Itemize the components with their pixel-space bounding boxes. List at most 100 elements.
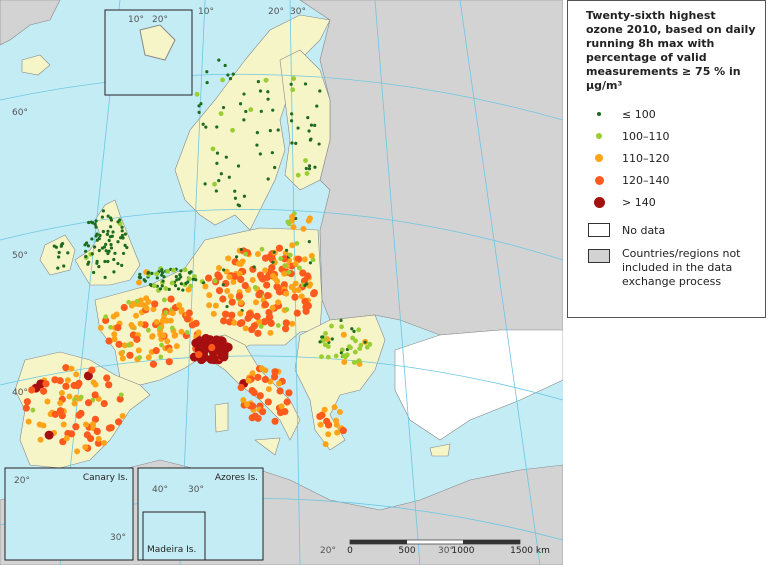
station-dot — [357, 346, 363, 352]
station-dot — [276, 128, 280, 132]
station-dot — [114, 323, 122, 332]
station-dot — [249, 277, 256, 284]
station-dot — [214, 189, 218, 193]
station-dot — [201, 122, 205, 126]
station-dot — [135, 279, 142, 286]
station-dot — [317, 142, 321, 146]
station-dot — [51, 410, 59, 418]
station-dot — [185, 286, 192, 293]
station-dot — [161, 279, 165, 283]
station-dot — [350, 327, 354, 331]
station-dot — [165, 269, 171, 274]
station-dot — [118, 218, 122, 222]
legend-label: ≤ 100 — [622, 107, 656, 121]
graticule-label: 30° — [438, 546, 454, 556]
station-dot — [313, 165, 317, 169]
station-dot — [107, 238, 111, 243]
station-dot — [240, 397, 247, 404]
station-dot — [367, 341, 373, 347]
station-dot — [205, 80, 209, 85]
station-dot — [266, 177, 270, 181]
station-dot — [87, 220, 91, 225]
station-dot — [237, 310, 244, 317]
station-dot — [288, 284, 295, 291]
station-dot — [292, 280, 299, 287]
graticule-labels: 10° 20° 10° 20° 30° 60° 50° 40° 20° 30° 40° 30° 20° 3… — [12, 7, 454, 556]
station-dot — [71, 400, 78, 407]
station-dot — [108, 225, 113, 229]
station-dot — [259, 275, 267, 283]
station-dot — [68, 365, 75, 372]
station-dot — [228, 77, 233, 81]
station-dot — [114, 418, 123, 426]
station-dot — [91, 391, 99, 399]
graticule-label: 20° — [14, 476, 30, 486]
station-dot — [101, 229, 105, 234]
station-dot — [355, 359, 361, 364]
station-dot — [253, 299, 260, 306]
station-dot — [109, 246, 114, 250]
station-dot — [194, 278, 198, 282]
stations — [22, 58, 373, 455]
station-dot — [186, 276, 192, 282]
station-dot — [100, 399, 108, 408]
station-dot — [128, 302, 135, 309]
station-dot — [282, 250, 289, 257]
station-dot — [275, 323, 281, 328]
station-dot — [125, 245, 129, 250]
station-dot — [120, 263, 124, 267]
station-dot — [215, 161, 219, 165]
station-dot — [184, 281, 188, 285]
station-dot — [149, 333, 156, 340]
graticule-label: 30° — [110, 533, 126, 543]
station-dot — [230, 127, 235, 133]
station-dot — [317, 421, 324, 428]
station-dot — [216, 264, 223, 271]
station-dot — [103, 275, 107, 280]
station-dot — [307, 129, 311, 133]
station-dot — [231, 319, 238, 326]
station-dot — [169, 310, 176, 317]
station-dot — [325, 354, 331, 360]
station-dot — [202, 283, 209, 290]
station-dot — [150, 271, 154, 276]
station-dot — [107, 424, 115, 432]
station-dot — [287, 252, 293, 258]
station-dot — [90, 252, 94, 256]
station-dot — [119, 412, 126, 419]
station-dot — [42, 380, 50, 388]
station-dot — [224, 155, 228, 159]
scale-bar — [349, 539, 521, 545]
station-dot — [258, 365, 265, 372]
station-dot — [153, 319, 160, 326]
station-dot — [233, 189, 237, 193]
station-dot — [88, 366, 96, 374]
graticule-label: 30° — [290, 7, 306, 17]
legend-label: > 140 — [622, 195, 656, 209]
station-dot — [321, 406, 328, 413]
station-dot — [341, 359, 348, 366]
station-dot — [112, 270, 116, 274]
station-dot — [252, 284, 258, 290]
station-dot — [270, 151, 274, 155]
station-dot — [221, 105, 226, 110]
legend: Twenty-sixth highest ozone 2010, based o… — [567, 0, 766, 318]
station-dot — [83, 371, 93, 381]
station-dot — [215, 151, 220, 155]
station-dot — [272, 250, 276, 254]
station-dot — [84, 254, 88, 259]
station-dot — [82, 444, 89, 451]
station-dot — [78, 394, 84, 400]
station-dot — [222, 268, 226, 272]
station-dot — [278, 256, 284, 262]
station-dot — [90, 237, 94, 241]
station-dot — [250, 388, 258, 397]
station-dot — [206, 292, 213, 299]
station-dot — [334, 429, 341, 436]
station-dot — [120, 225, 124, 229]
station-dot — [301, 297, 309, 305]
station-dot — [178, 328, 185, 335]
station-dot — [290, 87, 296, 93]
station-dot — [259, 246, 265, 252]
station-dot — [248, 107, 254, 113]
